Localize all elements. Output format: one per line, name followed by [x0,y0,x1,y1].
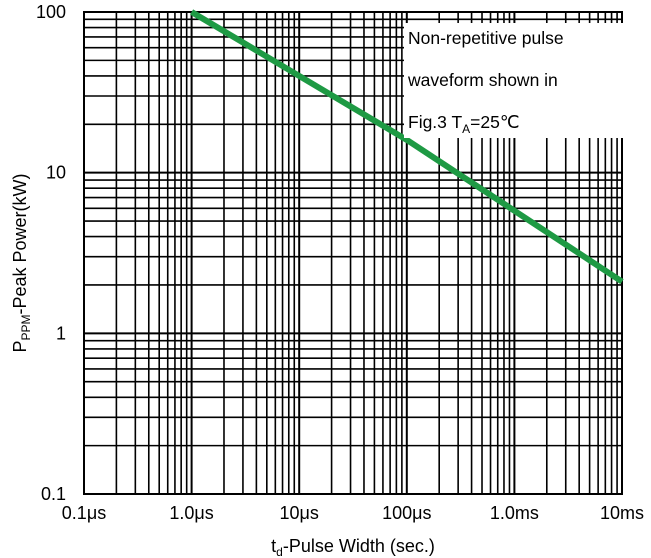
annotation-line-3-prefix: Fig.3 T [408,112,462,132]
y-tick-label: 10 [46,163,66,183]
chart-series [190,9,624,285]
chart-grid [83,11,623,495]
x-tick-label: 100μs [382,503,431,523]
series-line [190,9,624,285]
y-tick-label: 1 [56,323,66,343]
annotation-line-2: waveform shown in [407,70,558,90]
y-axis-title-subscript: PPM [19,315,33,341]
y-axis-title: PPPM-Peak Power(kW) [10,173,33,352]
annotation-line-3-suffix: =25℃ [470,112,519,132]
x-tick-label: 10μs [279,503,318,523]
annotation-line-3-subscript: A [462,122,470,136]
y-axis-title-main: P [10,341,30,353]
x-tick-label: 0.1μs [62,503,106,523]
y-tick-label: 0.1 [41,484,66,504]
x-axis-title: td-Pulse Width (sec.) [271,536,435,558]
x-axis-title-subscript: d [276,545,283,558]
plot-frame [83,11,623,495]
x-tick-label: 1.0μs [169,503,213,523]
chart-tick-labels: 0.1μs 1.0μs 10μs 100μs 1.0ms 10ms 0.1 1 10 100 [36,2,644,523]
annotation-box: Non-repetitive pulse waveform shown in F… [404,23,623,138]
x-axis-title-main: t [271,536,276,556]
annotation-line-3: Fig.3 TA=25℃ [408,112,520,136]
x-axis-title-rest: -Pulse Width (sec.) [283,536,435,556]
annotation-background [404,23,623,138]
x-tick-label: 10ms [600,503,644,523]
annotation-line-1: Non-repetitive pulse [408,28,564,48]
x-tick-label: 1.0ms [490,503,539,523]
y-tick-label: 100 [36,2,66,22]
y-axis-title-rest: -Peak Power(kW) [10,173,30,314]
